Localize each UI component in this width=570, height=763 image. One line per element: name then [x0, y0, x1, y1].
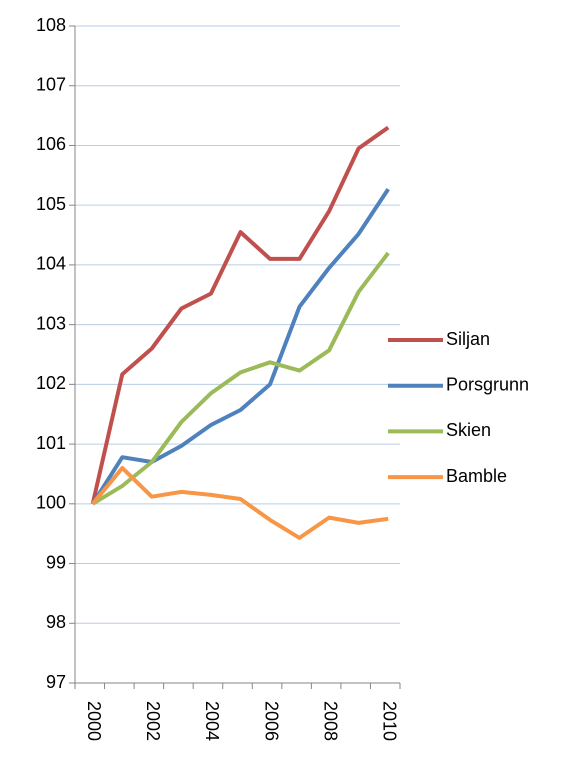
legend-label: Bamble: [446, 466, 507, 486]
x-tick-label: 2006: [261, 701, 281, 741]
x-tick-label: 2008: [320, 701, 340, 741]
y-tick-label: 107: [36, 74, 66, 94]
series-line: [91, 187, 390, 505]
y-tick-label: 101: [36, 433, 66, 453]
legend-label: Skien: [446, 420, 491, 440]
y-tick-label: 105: [36, 194, 66, 214]
y-tick-label: 104: [36, 254, 66, 274]
legend-label: Siljan: [446, 329, 490, 349]
x-tick-label: 2010: [379, 701, 399, 741]
y-tick-label: 98: [46, 612, 66, 632]
y-tick-label: 99: [46, 552, 66, 572]
y-tick-label: 100: [36, 493, 66, 513]
x-tick-label: 2002: [143, 701, 163, 741]
legend-label: Porsgrunn: [446, 374, 529, 394]
x-tick-label: 2004: [202, 701, 222, 741]
y-tick-label: 102: [36, 373, 66, 393]
y-tick-label: 106: [36, 134, 66, 154]
y-tick-label: 108: [36, 15, 66, 35]
series-line: [91, 251, 390, 506]
series-line: [91, 466, 389, 540]
y-tick-label: 97: [46, 672, 66, 692]
y-tick-label: 103: [36, 313, 66, 333]
x-tick-label: 2000: [84, 701, 104, 741]
series-line: [90, 125, 390, 505]
